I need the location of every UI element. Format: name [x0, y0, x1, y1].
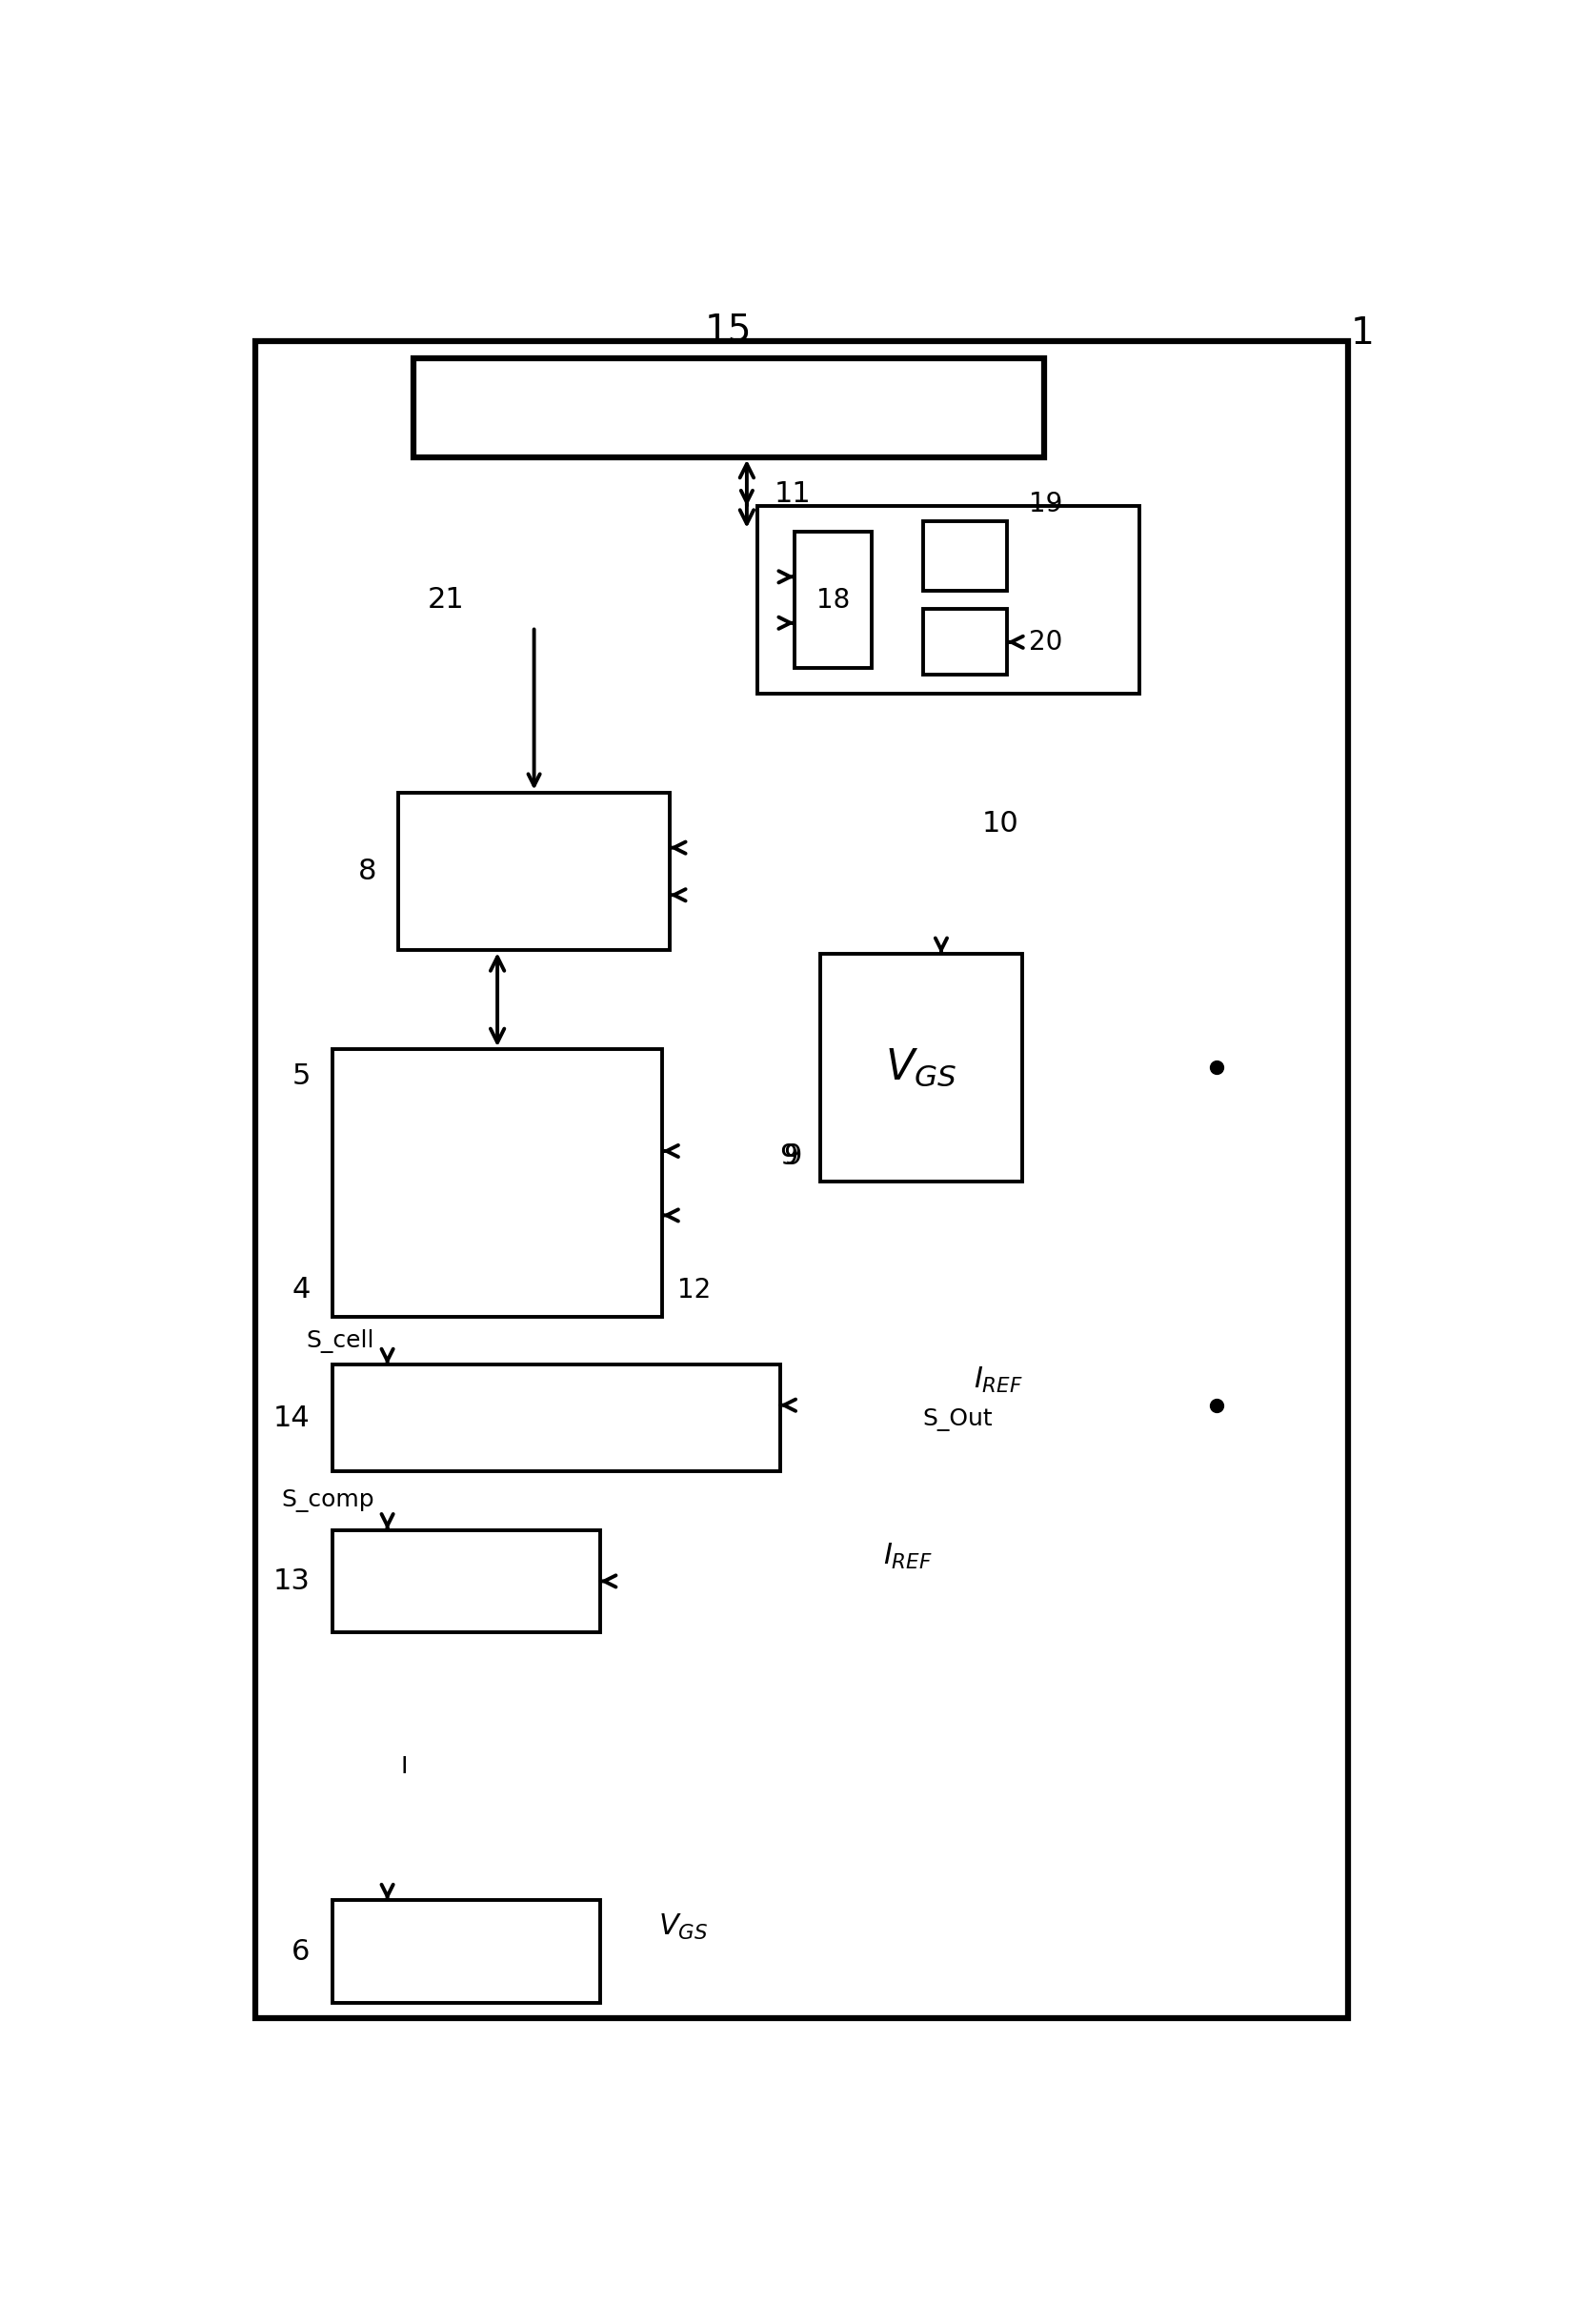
- Bar: [399, 792, 669, 951]
- Text: $I_{REF}$: $I_{REF}$: [882, 1541, 933, 1571]
- Text: 8: 8: [358, 858, 377, 885]
- Text: 11: 11: [774, 481, 812, 507]
- Bar: [413, 358, 1042, 458]
- Text: 15: 15: [705, 311, 752, 349]
- Bar: [333, 1901, 600, 2003]
- Text: 4: 4: [292, 1276, 311, 1304]
- Text: S_Out: S_Out: [922, 1408, 992, 1432]
- Text: 12: 12: [677, 1278, 710, 1304]
- Text: 21: 21: [427, 586, 465, 614]
- Text: I: I: [400, 1755, 408, 1778]
- Bar: [922, 609, 1006, 674]
- Bar: [333, 1048, 663, 1318]
- Text: 6: 6: [292, 1938, 311, 1966]
- Text: 20: 20: [1028, 630, 1063, 655]
- Text: 9: 9: [783, 1143, 801, 1171]
- Text: 18: 18: [816, 586, 849, 614]
- Bar: [820, 953, 1020, 1181]
- Text: $V_{GS}$: $V_{GS}$: [658, 1913, 708, 1941]
- Text: 10: 10: [981, 809, 1017, 837]
- Text: S_comp: S_comp: [281, 1490, 374, 1513]
- Bar: [333, 1364, 779, 1471]
- Text: 13: 13: [273, 1566, 311, 1594]
- Bar: [922, 521, 1006, 590]
- Text: 19: 19: [1028, 490, 1063, 518]
- Text: 14: 14: [273, 1404, 311, 1432]
- Bar: [794, 532, 871, 667]
- Text: $I_{REF}$: $I_{REF}$: [973, 1364, 1022, 1394]
- Text: 9: 9: [779, 1143, 798, 1171]
- Bar: [757, 507, 1138, 693]
- Text: S_cell: S_cell: [306, 1329, 374, 1353]
- Bar: [333, 1529, 600, 1631]
- Text: 1: 1: [1350, 316, 1374, 351]
- Text: 5: 5: [292, 1062, 311, 1090]
- Text: $V_{GS}$: $V_{GS}$: [884, 1046, 956, 1088]
